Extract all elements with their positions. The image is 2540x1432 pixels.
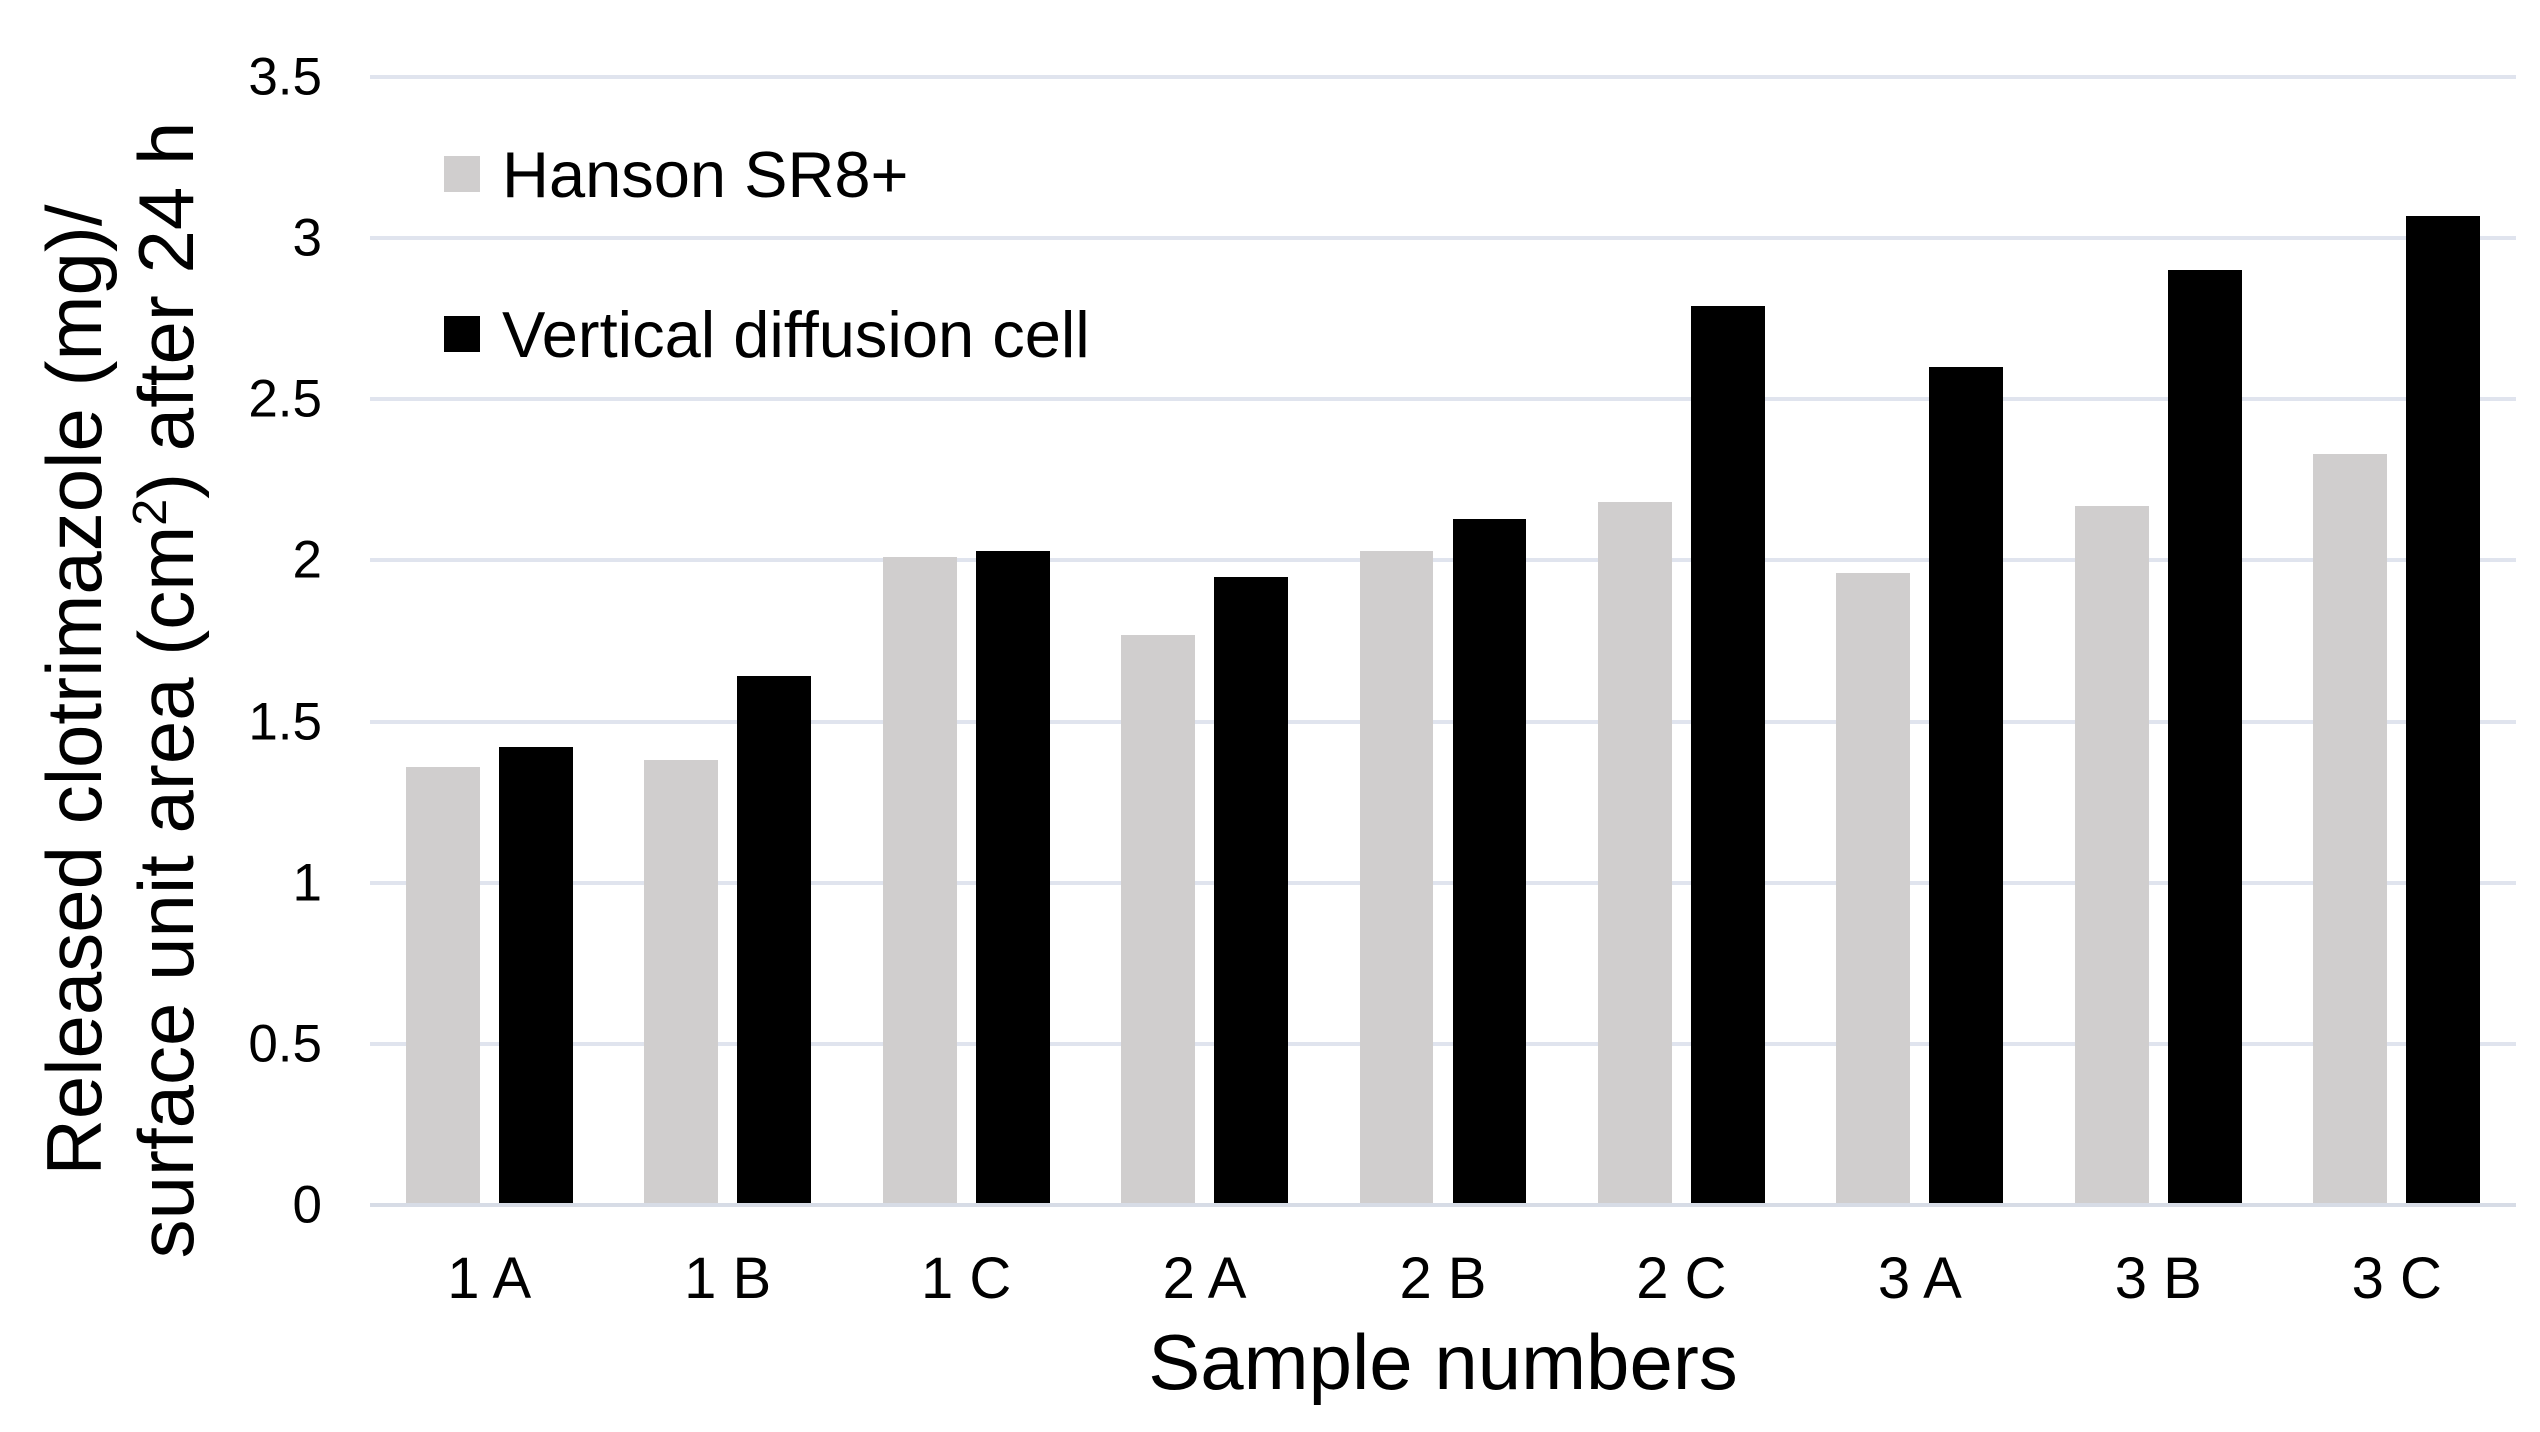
legend-item-hanson: Hanson SR8+ [444, 142, 909, 207]
x-category-label-3B: 3 B [2114, 1246, 2202, 1311]
gridline-y-2.5 [370, 397, 2516, 402]
bar-group-3A [1801, 77, 2039, 1205]
bar-group-1A [370, 77, 608, 1205]
plot-area: Hanson SR8+ Vertical diffusion cell [370, 75, 2516, 1207]
bar-group-3B [2039, 77, 2277, 1205]
bar-hanson-2A [1121, 634, 1195, 1205]
x-category-label-1C: 1 C [920, 1246, 1012, 1311]
gridline-y-0.5 [370, 1041, 2516, 1046]
gridline-y-2 [370, 558, 2516, 563]
bar-group-2C [1562, 77, 1800, 1205]
bar-vdc-1C [975, 550, 1050, 1205]
bar-hanson-2B [1359, 550, 1434, 1205]
bar-hanson-3C [2313, 454, 2388, 1205]
bar-vdc-2A [1214, 576, 1288, 1205]
y-tick-label-1: 1 [292, 853, 322, 913]
y-tick-label-3: 3 [292, 208, 322, 268]
bar-group-1C [847, 77, 1085, 1205]
legend-swatch-vertical-diffusion-cell [444, 316, 480, 352]
bar-hanson-1C [882, 557, 957, 1205]
y-tick-label-1.5: 1.5 [248, 692, 322, 752]
bar-vdc-2C [1690, 305, 1765, 1205]
bar-hanson-2C [1597, 502, 1672, 1205]
bar-vdc-3A [1929, 367, 2004, 1205]
x-category-label-2B: 2 B [1399, 1246, 1487, 1311]
x-category-label-3A: 3 A [1877, 1246, 1962, 1311]
x-category-label-2C: 2 C [1636, 1246, 1727, 1311]
bar-vdc-3C [2406, 215, 2481, 1205]
gridline-y-3 [370, 236, 2516, 241]
gridline-y-1 [370, 880, 2516, 885]
bar-hanson-3B [2074, 505, 2149, 1205]
bar-group-1B [608, 77, 846, 1205]
x-axis-category-labels: 1 A 1 B 1 C 2 A 2 B 2 C 3 A 3 B 3 C [370, 1205, 2516, 1311]
y-axis-tick-labels: 0 0.5 1 1.5 2 2.5 3 3.5 [0, 51, 322, 1232]
gridline-y-3.5 [370, 75, 2516, 79]
x-category-label-1B: 1 B [684, 1246, 772, 1311]
x-axis-line [370, 1203, 2516, 1207]
bar-hanson-1A [405, 766, 480, 1205]
bar-vdc-3B [2167, 270, 2242, 1205]
bar-group-2A [1085, 77, 1323, 1205]
bar-hanson-3A [1836, 573, 1911, 1205]
bar-hanson-1B [644, 760, 719, 1205]
y-tick-label-0.5: 0.5 [248, 1014, 322, 1074]
bar-vdc-2B [1452, 518, 1527, 1205]
x-category-label-3C: 3 C [2351, 1246, 2442, 1311]
bar-group-3C [2278, 77, 2516, 1205]
x-category-label-2A: 2 A [1162, 1246, 1247, 1311]
x-category-label-1A: 1 A [447, 1246, 532, 1311]
gridline-y-1.5 [370, 719, 2516, 724]
bar-vdc-1B [737, 676, 812, 1205]
legend-label-hanson: Hanson SR8+ [502, 137, 909, 211]
legend-item-vertical-diffusion-cell: Vertical diffusion cell [444, 302, 1090, 367]
bar-vdc-1A [498, 747, 573, 1205]
x-axis-title: Sample numbers [1148, 1318, 1738, 1406]
y-tick-label-3.5: 3.5 [248, 47, 322, 107]
y-tick-label-2.5: 2.5 [248, 369, 322, 429]
y-tick-label-0: 0 [292, 1175, 322, 1235]
bar-group-2B [1324, 77, 1562, 1205]
bar-groups [370, 77, 2516, 1205]
legend-swatch-hanson [444, 156, 480, 192]
y-tick-label-2: 2 [292, 530, 322, 590]
legend-label-vertical-diffusion-cell: Vertical diffusion cell [502, 297, 1090, 371]
